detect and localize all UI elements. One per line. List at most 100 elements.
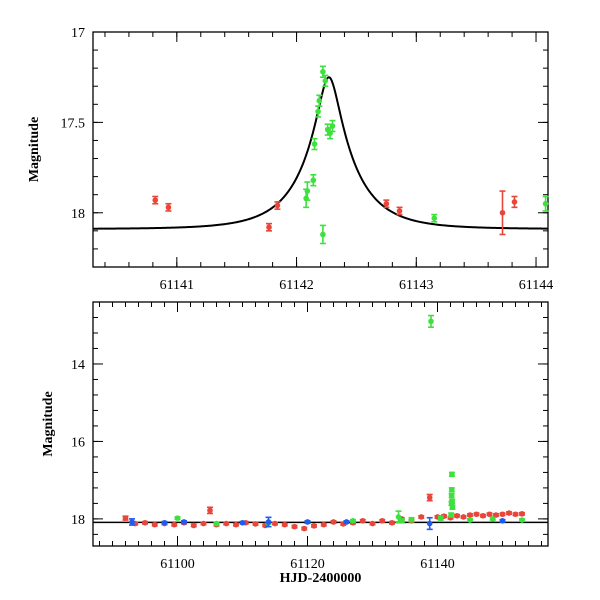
- blue-data-point: [161, 519, 168, 526]
- red-marker: [207, 507, 213, 514]
- red-marker: [379, 518, 386, 524]
- red-data-point: [190, 522, 197, 529]
- red-data-point: [480, 512, 486, 519]
- red-data-point: [274, 201, 281, 210]
- red-marker: [223, 520, 230, 527]
- red-data-point: [369, 520, 376, 527]
- green-data-point: [449, 498, 456, 505]
- red-marker: [233, 521, 239, 528]
- red-marker: [152, 197, 159, 203]
- green-marker: [320, 68, 326, 75]
- plot-frame: [92, 301, 549, 547]
- green-marker: [350, 518, 356, 524]
- green-data-point: [467, 517, 473, 523]
- red-marker: [359, 518, 366, 524]
- green-marker: [449, 504, 456, 511]
- red-data-point: [493, 512, 499, 518]
- x-tick-label: 61144: [519, 278, 553, 293]
- x-tick-label: 61141: [160, 278, 194, 293]
- red-data-point: [252, 521, 259, 527]
- y-axis-label: Magnitude: [41, 391, 56, 456]
- x-axis-label: HJD-2400000: [280, 571, 362, 586]
- red-data-point: [460, 514, 467, 520]
- blue-data-point: [265, 516, 272, 528]
- green-marker: [408, 516, 415, 523]
- y-axis-label: Magnitude: [27, 117, 42, 182]
- red-marker: [142, 519, 148, 526]
- red-data-point: [152, 195, 159, 205]
- blue-marker: [304, 519, 311, 525]
- green-marker: [542, 200, 549, 207]
- green-data-point: [428, 314, 434, 328]
- green-data-point: [311, 137, 318, 151]
- green-data-point: [398, 518, 405, 524]
- green-marker: [316, 97, 323, 104]
- red-marker: [519, 511, 525, 517]
- red-marker: [454, 512, 460, 519]
- red-data-point: [281, 521, 288, 528]
- red-data-point: [486, 511, 493, 518]
- y-tick-label: 16: [71, 435, 85, 450]
- red-data-point: [389, 519, 395, 526]
- green-marker: [213, 520, 220, 527]
- red-data-point: [223, 520, 230, 527]
- red-data-point: [320, 521, 327, 528]
- red-marker: [493, 512, 499, 518]
- red-marker: [499, 511, 506, 518]
- green-marker: [174, 515, 181, 521]
- blue-data-point: [129, 518, 135, 526]
- red-data-point: [122, 515, 129, 521]
- green-marker: [320, 231, 326, 238]
- red-marker: [511, 199, 518, 205]
- red-data-point: [426, 493, 433, 502]
- red-marker: [499, 209, 506, 216]
- green-data-point: [315, 105, 322, 118]
- green-data-point: [310, 174, 317, 187]
- green-marker: [449, 487, 455, 493]
- red-data-point: [383, 199, 390, 209]
- blue-marker: [343, 519, 350, 525]
- red-data-point: [266, 222, 273, 232]
- green-marker: [398, 518, 405, 524]
- green-data-point: [213, 520, 220, 527]
- green-data-point: [449, 504, 456, 511]
- red-data-point: [499, 511, 506, 518]
- red-data-point: [499, 190, 506, 236]
- red-marker: [330, 519, 337, 525]
- blue-marker: [265, 519, 272, 525]
- red-marker: [252, 521, 259, 527]
- blue-data-point: [499, 518, 506, 524]
- red-data-point: [506, 510, 512, 516]
- x-tick-label: 61140: [420, 557, 454, 572]
- green-data-point: [448, 492, 455, 499]
- green-marker: [304, 188, 311, 194]
- red-marker: [151, 521, 158, 528]
- green-marker: [467, 517, 473, 523]
- green-marker: [428, 318, 434, 325]
- green-data-point: [319, 224, 326, 245]
- green-data-point: [448, 512, 455, 518]
- red-marker: [190, 522, 197, 529]
- red-data-point: [512, 511, 519, 518]
- green-marker: [322, 78, 329, 84]
- red-marker: [272, 520, 278, 527]
- plot-frame: [92, 31, 549, 268]
- red-data-point: [151, 521, 158, 528]
- red-marker: [486, 511, 493, 518]
- blue-marker: [129, 519, 135, 525]
- red-data-point: [272, 520, 278, 527]
- green-marker: [449, 498, 455, 505]
- red-data-point: [467, 512, 473, 518]
- blue-data-point: [343, 519, 350, 525]
- x-tick-label: 61120: [290, 557, 324, 572]
- red-data-point: [311, 523, 317, 529]
- red-marker: [200, 520, 207, 527]
- green-marker: [448, 512, 454, 518]
- red-marker: [122, 515, 129, 521]
- red-data-point: [473, 511, 480, 518]
- green-marker: [310, 177, 317, 184]
- green-data-point: [174, 515, 181, 521]
- red-marker: [369, 520, 376, 527]
- red-marker: [389, 519, 395, 526]
- red-data-point: [200, 520, 207, 527]
